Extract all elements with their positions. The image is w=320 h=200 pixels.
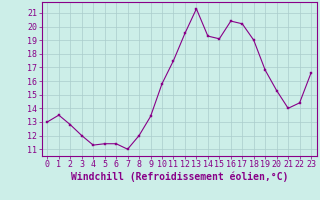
X-axis label: Windchill (Refroidissement éolien,°C): Windchill (Refroidissement éolien,°C) — [70, 172, 288, 182]
